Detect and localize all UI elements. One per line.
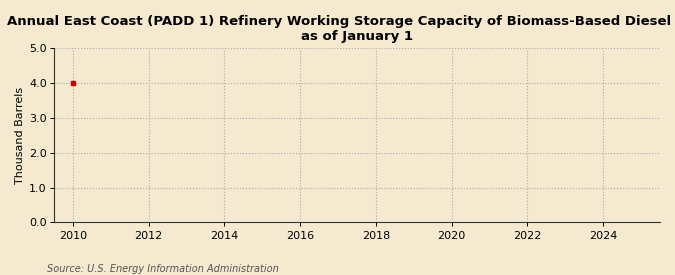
Text: Source: U.S. Energy Information Administration: Source: U.S. Energy Information Administ… <box>47 264 279 274</box>
Title: Annual East Coast (PADD 1) Refinery Working Storage Capacity of Biomass-Based Di: Annual East Coast (PADD 1) Refinery Work… <box>7 15 675 43</box>
Y-axis label: Thousand Barrels: Thousand Barrels <box>15 87 25 184</box>
